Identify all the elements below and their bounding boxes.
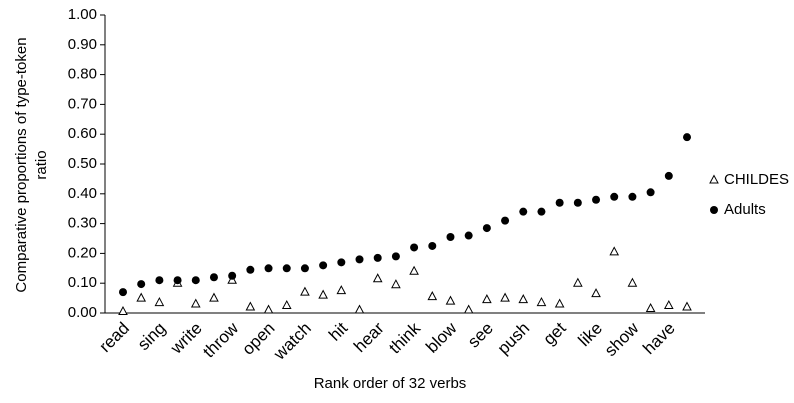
data-point — [336, 285, 347, 295]
data-point — [319, 261, 328, 270]
data-point — [573, 277, 583, 287]
legend-label: CHILDES — [724, 171, 789, 188]
legend-item: CHILDES — [724, 171, 789, 188]
y-tick-label: 0.80 — [68, 66, 97, 83]
legend-label: Adults — [724, 201, 766, 218]
x-tick-label: have — [639, 319, 679, 359]
data-point — [536, 297, 547, 307]
data-point — [119, 288, 127, 297]
x-tick-label: hit — [325, 318, 351, 344]
data-point — [209, 273, 218, 282]
data-point — [519, 207, 528, 216]
data-point — [391, 279, 401, 289]
data-point — [245, 301, 256, 311]
x-axis-title: Rank order of 32 verbs — [314, 375, 467, 392]
data-point — [373, 253, 382, 262]
legend-item: Adults — [724, 201, 766, 218]
data-point — [464, 231, 473, 240]
y-tick-label: 0.20 — [68, 244, 97, 261]
y-tick-label: 0.00 — [68, 304, 97, 321]
x-tick-label: see — [464, 319, 497, 352]
data-point — [500, 292, 510, 302]
data-point — [609, 246, 620, 256]
data-point — [136, 292, 147, 302]
x-tick-label: push — [494, 319, 534, 359]
data-point — [446, 233, 455, 242]
x-tick-label: show — [601, 318, 643, 360]
y-tick-label: 0.70 — [68, 95, 97, 112]
legend-marker — [710, 206, 718, 214]
data-point — [409, 265, 419, 275]
data-point — [246, 265, 255, 274]
data-point — [683, 133, 691, 142]
data-point — [463, 304, 474, 314]
data-point — [410, 243, 419, 252]
y-tick-label: 0.30 — [68, 215, 97, 232]
data-point — [445, 295, 456, 305]
y-tick-label: 0.40 — [68, 185, 97, 202]
data-point — [191, 276, 200, 285]
data-point — [573, 198, 582, 207]
x-tick-label: blow — [422, 318, 461, 357]
data-point — [482, 294, 492, 304]
data-point — [664, 171, 673, 180]
y-axis-title-line: ratio — [33, 150, 50, 179]
data-point — [610, 192, 619, 201]
data-point — [355, 255, 364, 264]
data-point — [482, 224, 491, 233]
y-axis-title-line: Comparative proportions of type-token — [13, 37, 30, 292]
data-point — [645, 302, 656, 313]
x-tick-label: sing — [134, 319, 169, 354]
data-point — [154, 297, 165, 307]
data-point — [391, 252, 400, 261]
data-point — [663, 299, 674, 310]
data-point — [118, 305, 128, 316]
data-point — [282, 264, 291, 273]
data-point — [155, 276, 164, 285]
data-point — [354, 304, 365, 314]
data-point — [300, 286, 310, 296]
y-tick-label: 0.50 — [68, 155, 97, 172]
data-point — [300, 264, 309, 273]
x-tick-label: hear — [350, 318, 388, 356]
data-point — [555, 198, 564, 207]
data-point — [646, 188, 655, 197]
legend-marker — [709, 174, 719, 184]
data-point — [281, 299, 292, 310]
y-tick-label: 1.00 — [68, 6, 97, 23]
data-point — [337, 258, 346, 267]
data-point — [190, 298, 201, 308]
x-tick-label: get — [539, 318, 569, 348]
data-point — [173, 276, 182, 285]
x-tick-label: think — [385, 318, 424, 357]
data-point — [263, 304, 274, 314]
data-point — [318, 289, 328, 299]
x-tick-label: read — [96, 319, 133, 356]
data-point — [627, 277, 638, 287]
data-point — [592, 195, 601, 204]
data-point — [628, 192, 637, 201]
data-point — [209, 292, 219, 302]
data-point — [228, 271, 237, 280]
data-point — [591, 288, 601, 298]
x-tick-label: watch — [269, 319, 315, 365]
data-point — [264, 264, 273, 273]
y-tick-label: 0.10 — [68, 274, 97, 291]
data-point — [428, 241, 437, 250]
data-point — [537, 207, 546, 216]
data-point — [427, 291, 438, 301]
y-tick-label: 0.90 — [68, 36, 97, 53]
data-point — [554, 298, 565, 308]
data-point — [372, 273, 383, 283]
data-point — [682, 301, 692, 311]
data-point — [137, 280, 146, 289]
x-tick-label: write — [166, 319, 206, 359]
data-point — [501, 216, 510, 225]
data-point — [518, 294, 529, 304]
y-tick-label: 0.60 — [68, 125, 97, 142]
y-axis-title: Comparative proportions of type-token ra… — [13, 37, 50, 292]
x-tick-label: throw — [199, 318, 242, 361]
